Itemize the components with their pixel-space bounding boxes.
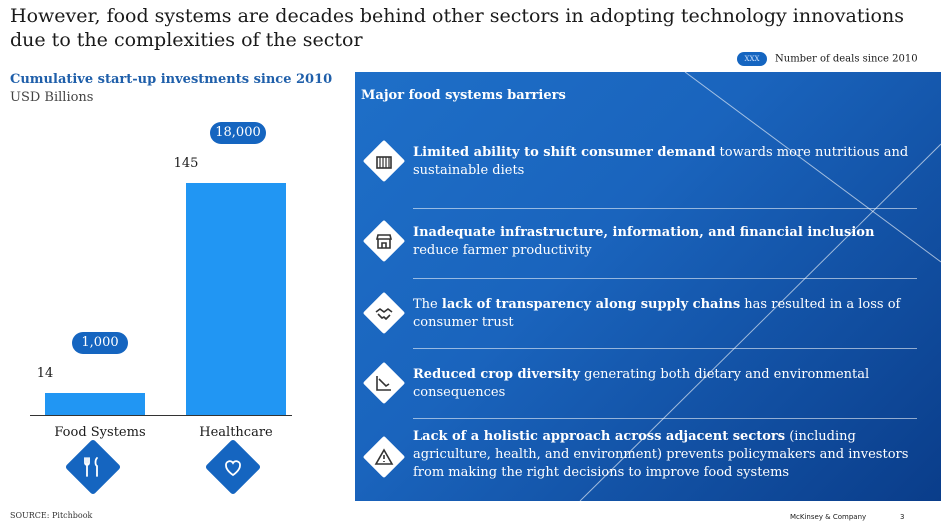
barrier-text-rest: generating both dietary and environmenta… bbox=[413, 367, 870, 400]
bar-value-label: 145 bbox=[173, 156, 199, 171]
fork-knife-icon bbox=[64, 438, 122, 496]
handshake-icon bbox=[362, 291, 406, 335]
legend-text: Number of deals since 2010 bbox=[775, 53, 918, 65]
barrier-divider bbox=[413, 348, 917, 349]
chart-title: Cumulative start-up investments since 20… bbox=[10, 72, 333, 87]
bar-healthcare bbox=[186, 183, 286, 415]
barrier-text-rest: towards more nutritious and sustainable … bbox=[413, 145, 909, 178]
deal-count-badge: 18,000 bbox=[210, 122, 266, 144]
barrier-text-bold: lack of transparency along supply chains bbox=[441, 297, 741, 312]
legend: XXX Number of deals since 2010 bbox=[737, 52, 918, 66]
barrier-text-bold: Inadequate infrastructure, information, … bbox=[413, 225, 875, 240]
barrier-text: Lack of a holistic approach across adjac… bbox=[413, 428, 913, 482]
barrier-text: The lack of transparency along supply ch… bbox=[413, 296, 913, 332]
barrier-text-prefix: The bbox=[413, 297, 442, 312]
slide-title: However, food systems are decades behind… bbox=[10, 5, 904, 51]
barriers-title: Major food systems barriers bbox=[361, 88, 566, 103]
barrier-divider bbox=[413, 208, 917, 209]
barrier-text-bold: Lack of a holistic approach across adjac… bbox=[413, 429, 786, 444]
declining-chart-icon bbox=[362, 361, 406, 405]
chart-ylabel: USD Billions bbox=[10, 90, 94, 105]
chart-baseline bbox=[30, 415, 292, 416]
category-label: Healthcare bbox=[199, 425, 273, 440]
decorative-lines bbox=[579, 72, 941, 501]
page-number: 3 bbox=[900, 513, 905, 521]
barrier-text-bold: Limited ability to shift consumer demand bbox=[413, 145, 716, 160]
legend-pill: XXX bbox=[737, 52, 767, 66]
barrier-text-rest: reduce farmer productivity bbox=[413, 243, 592, 258]
barrier-text-rest: (including agriculture, health, and envi… bbox=[413, 429, 909, 480]
category-label: Food Systems bbox=[54, 425, 146, 440]
deal-count-badge: 1,000 bbox=[72, 332, 128, 354]
storefront-icon bbox=[362, 219, 406, 263]
warning-icon bbox=[362, 435, 406, 479]
barriers-panel: Major food systems barriers Limited abil… bbox=[355, 72, 941, 501]
source-note: SOURCE: Pitchbook bbox=[10, 511, 93, 520]
brand-footer: McKinsey & Company bbox=[790, 513, 867, 521]
barrier-divider bbox=[413, 418, 917, 419]
bar-food-systems bbox=[45, 392, 145, 415]
barrier-text-bold: Reduced crop diversity bbox=[413, 367, 580, 382]
barrier-text-rest: has resulted in a loss of consumer trust bbox=[413, 297, 901, 330]
shopping-cart-icon bbox=[362, 139, 406, 183]
heart-icon bbox=[204, 438, 262, 496]
bar-value-label: 14 bbox=[36, 365, 54, 381]
barrier-divider bbox=[413, 278, 917, 279]
barrier-text: Inadequate infrastructure, information, … bbox=[413, 224, 913, 260]
barrier-text: Limited ability to shift consumer demand… bbox=[413, 144, 913, 180]
barrier-text: Reduced crop diversity generating both d… bbox=[413, 366, 913, 402]
